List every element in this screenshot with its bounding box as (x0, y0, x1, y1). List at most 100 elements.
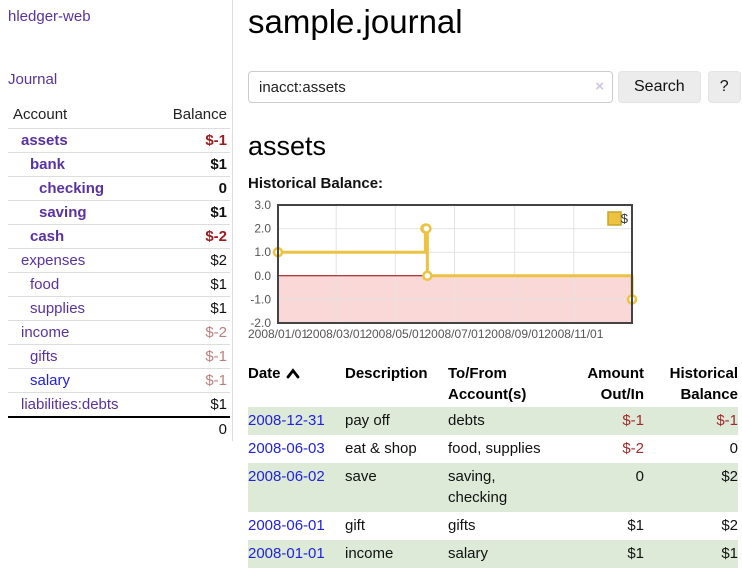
register-column-header: Amount Out/In (558, 361, 644, 407)
register-column-header: Historical Balance (644, 361, 738, 407)
accounts-total-balance: 0 (150, 416, 230, 441)
search-button[interactable]: Search (618, 71, 701, 103)
accounts-header-account: Account (13, 106, 68, 123)
account-link[interactable]: gifts (30, 348, 58, 365)
account-name-cell: income (8, 320, 151, 345)
accounts-total-row: 0 (8, 416, 230, 441)
y-axis-tick-label: 0.0 (254, 269, 271, 283)
tofrom-accounts-cell: food, supplies (448, 439, 541, 457)
search-input[interactable] (248, 71, 613, 103)
column-label: Out/In (600, 386, 644, 403)
amount-cell: $1 (627, 544, 644, 562)
sort-ascending-icon[interactable] (286, 368, 300, 379)
account-row: supplies $1 (8, 296, 230, 321)
description-cell: income (345, 544, 394, 562)
account-heading: assets (248, 131, 327, 161)
account-row: liabilities:debts $1 (8, 392, 230, 417)
balance-cell: $1 (721, 544, 738, 562)
account-link[interactable]: salary (30, 372, 71, 389)
sidebar-item-journal[interactable]: Journal (8, 71, 58, 88)
transaction-row: 2008-06-02 save saving, checking 0 $2 (248, 462, 738, 513)
account-name-cell: food (8, 272, 151, 297)
accounts-header-balance: Balance (172, 106, 227, 123)
account-link[interactable]: cash (30, 228, 65, 245)
column-label: Account(s) (448, 386, 527, 403)
account-balance: $1 (150, 200, 230, 225)
register-column-header: Date (248, 361, 345, 407)
account-link[interactable]: food (30, 276, 60, 293)
y-axis-tick-label: 1.0 (254, 245, 271, 259)
transaction-date-link[interactable]: 2008-06-02 (248, 467, 325, 485)
transaction-date-link[interactable]: 2008-06-03 (248, 439, 325, 457)
account-balance: $1 (150, 296, 230, 321)
account-name-cell: supplies (8, 296, 151, 321)
account-link[interactable]: saving (39, 204, 87, 221)
column-label: Historical (669, 365, 738, 382)
historical-balance-chart: $3.0 2.0 1.0 0.0 -1.0 -2.02008/01/012008/03/0… (248, 200, 638, 341)
account-link[interactable]: income (21, 324, 70, 341)
register-header-row: Date Description To/From Account(s) Amount Ou… (248, 361, 738, 407)
account-name-cell: cash (8, 224, 151, 249)
amount-cell: $-2 (622, 439, 644, 457)
tofrom-accounts-cell: salary (448, 544, 489, 562)
transaction-date-link[interactable]: 2008-01-01 (248, 544, 325, 562)
transaction-date-link[interactable]: 2008-06-01 (248, 517, 325, 534)
account-row: checking 0 (8, 176, 230, 201)
account-name-cell: checking (8, 176, 151, 201)
chart-title: Historical Balance: (248, 175, 384, 192)
y-axis-tick-label: 3.0 (254, 200, 271, 212)
data-point (422, 270, 433, 282)
account-name-cell: expenses (8, 248, 151, 273)
balance-cell: 0 (729, 439, 738, 457)
brand-link[interactable]: hledger-web (8, 8, 91, 25)
account-row: assets $-1 (8, 128, 230, 153)
account-link[interactable]: bank (30, 156, 66, 173)
account-link[interactable]: assets (21, 132, 68, 149)
x-axis-tick-label: 2008/01/01 (248, 327, 308, 341)
column-label: Description (345, 365, 428, 382)
help-button[interactable]: ? (707, 71, 741, 103)
tofrom-accounts-cell: saving, checking (448, 467, 508, 507)
description-cell: save (345, 467, 377, 485)
accounts-total-spacer (8, 416, 151, 441)
balance-cell: $2 (721, 517, 738, 534)
accounts-table: Account Balance assets $-1 bank $1 checking 0… (8, 104, 230, 441)
account-balance: $-2 (150, 320, 230, 345)
date-cell: 2008-06-01 (248, 512, 345, 540)
date-cell: 2008-06-03 (248, 435, 345, 463)
main-content: sample.journal × Search ? assets Histori… (233, 0, 742, 568)
x-axis-tick-label: 2008/11/01 (544, 327, 603, 341)
legend-swatch (607, 211, 622, 226)
account-row: salary $-1 (8, 368, 230, 393)
account-link[interactable]: checking (39, 180, 105, 197)
date-cell: 2008-06-02 (248, 463, 345, 513)
transaction-row: 2008-01-01 income salary $1 $1 (248, 539, 738, 568)
account-row: saving $1 (8, 200, 230, 225)
x-axis-tick-label: 2008/03/01 (306, 327, 366, 341)
column-label: Balance (680, 386, 738, 403)
clear-search-icon[interactable]: × (595, 78, 604, 95)
account-balance: $-1 (150, 128, 230, 153)
balance-cell: $-1 (716, 412, 738, 429)
account-row: expenses $2 (8, 248, 230, 273)
column-label: Date (248, 363, 345, 384)
tofrom-accounts-cell: gifts (448, 517, 476, 534)
balance-cell: $2 (721, 467, 738, 485)
account-link[interactable]: expenses (21, 252, 86, 269)
account-link[interactable]: supplies (30, 300, 86, 317)
account-row: income $-2 (8, 320, 230, 345)
account-link[interactable]: liabilities:debts (21, 396, 119, 413)
search-box: × (248, 71, 613, 103)
account-name-cell: saving (8, 200, 151, 225)
transaction-row: 2008-12-31 pay off debts $-1 $-1 (248, 407, 738, 435)
transaction-date-link[interactable]: 2008-12-31 (248, 412, 325, 429)
date-cell: 2008-12-31 (248, 407, 345, 435)
column-label: To/From (448, 365, 507, 382)
transaction-row: 2008-06-03 eat & shop food, supplies $-2 0 (248, 435, 738, 463)
account-balance: $1 (150, 272, 230, 297)
account-balance: $1 (150, 392, 230, 417)
account-name-cell: liabilities:debts (8, 392, 151, 417)
y-axis-tick-label: 2.0 (254, 222, 271, 236)
data-point (421, 223, 432, 234)
account-name-cell: assets (8, 128, 151, 153)
